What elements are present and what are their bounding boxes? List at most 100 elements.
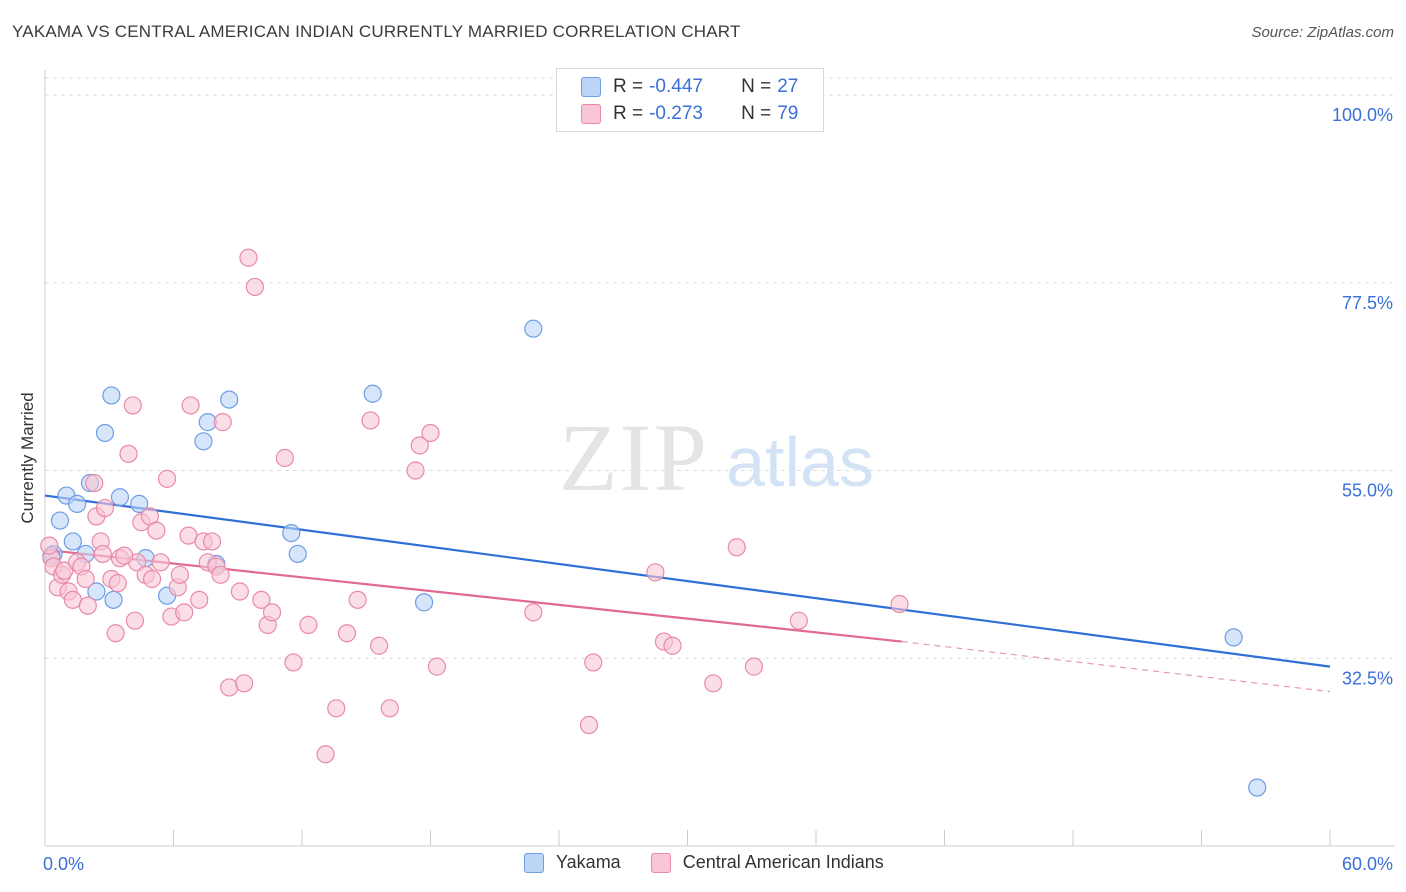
central-american-indians-point (579, 715, 599, 735)
yakama-point (104, 590, 123, 609)
yakama-point (50, 511, 70, 530)
legend-row-central-american-indians: R = -0.273 N = 79 (581, 102, 798, 126)
central-american-indians-point (202, 532, 222, 551)
yakama-point (63, 532, 82, 551)
yakama-point (288, 544, 307, 564)
central-american-indians-point (584, 653, 603, 672)
central-american-indians-point (524, 603, 543, 622)
yakama-point (414, 593, 434, 612)
legend-r-label: R = (613, 103, 644, 124)
x-tick-label-max: 60.0% (1342, 854, 1393, 874)
legend-n-value-yakama: 27 (777, 76, 799, 97)
central-american-indians-point (95, 498, 115, 518)
central-american-indians-point (361, 411, 380, 430)
series-legend-central-american-indians[interactable]: Central American Indians (650, 852, 884, 873)
central-american-indians-point (704, 674, 723, 693)
yakama-point (130, 494, 149, 513)
central-american-indians-trend-extension (901, 640, 1331, 693)
central-american-indians-point (106, 624, 125, 643)
yakama-point (363, 384, 382, 403)
legend-n-label: N = (741, 103, 772, 124)
series-name-yakama: Yakama (556, 852, 621, 872)
central-american-indians-point (427, 657, 447, 676)
central-american-indians-point (252, 590, 271, 609)
central-american-indians-point (78, 596, 97, 615)
trend-lines (44, 494, 1331, 693)
legend-swatch-yakama (581, 77, 601, 97)
central-american-indians-point (890, 594, 909, 614)
central-american-indians-point (211, 565, 230, 584)
yakama-point (110, 488, 130, 507)
central-american-indians-point (316, 745, 335, 764)
central-american-indians-point (115, 546, 134, 565)
central-american-indians-point (235, 674, 254, 693)
yakama-point (194, 432, 213, 451)
yakama-point (102, 386, 121, 405)
central-american-indians-point (181, 396, 200, 415)
central-american-indians-point (275, 448, 294, 468)
watermark-zip: ZIP (559, 404, 709, 511)
central-american-indians-point (410, 436, 429, 455)
yakama-point (87, 582, 106, 601)
central-american-indians-point (646, 563, 665, 582)
chart-title: YAKAMA VS CENTRAL AMERICAN INDIAN CURREN… (12, 22, 741, 41)
legend-swatch-central-american-indians (581, 104, 601, 124)
central-american-indians-point (157, 469, 177, 488)
central-american-indians-point (175, 603, 194, 622)
y-tick-label: 100.0% (1332, 105, 1393, 125)
central-american-indians-point (744, 657, 763, 676)
y-tick-label: 55.0% (1342, 481, 1393, 501)
y-tick-label: 32.5% (1342, 668, 1393, 688)
central-american-indians-point (151, 553, 170, 572)
central-american-indians-point (663, 636, 682, 655)
watermark-atlas: atlas (726, 423, 874, 501)
y-axis-label: Currently Married (18, 392, 37, 524)
axes (44, 70, 1395, 847)
central-american-indians-point (406, 461, 425, 480)
central-american-indians-point (108, 574, 127, 593)
central-american-indians-point (370, 636, 389, 655)
central-american-indians-point (125, 611, 145, 630)
series-legend: Yakama Central American Indians (524, 852, 914, 873)
yakama-point (282, 523, 301, 543)
central-american-indians-point (40, 536, 59, 555)
source-credit: Source: ZipAtlas.com (1251, 24, 1394, 41)
central-american-indians-point (789, 611, 808, 630)
series-swatch-central-american-indians (650, 852, 671, 873)
series-legend-yakama[interactable]: Yakama (524, 852, 621, 873)
central-american-indians-point (93, 544, 112, 564)
central-american-indians-point (299, 615, 318, 634)
legend-n-value-central-american-indians: 79 (777, 103, 799, 124)
central-american-indians-point (147, 521, 166, 540)
central-american-indians-trend-line (44, 548, 902, 643)
tick-labels: 32.5% 55.0% 77.5% 100.0% 0.0% 60.0% (43, 105, 1393, 874)
watermark: ZIP atlas (559, 404, 874, 511)
central-american-indians-point (380, 699, 399, 718)
legend-r-value-yakama: -0.447 (649, 76, 703, 97)
central-american-indians-point (337, 624, 357, 643)
series-swatch-yakama (524, 852, 544, 873)
y-tick-label: 77.5% (1342, 293, 1393, 313)
yakama-point (68, 494, 87, 513)
central-american-indians-point (327, 699, 346, 718)
central-american-indians-point (170, 565, 190, 584)
x-tick-label-min: 0.0% (43, 854, 84, 874)
central-american-indians-point (55, 561, 74, 580)
central-american-indians-point (262, 603, 282, 622)
central-american-indians-point (421, 423, 440, 443)
yakama-point (1248, 778, 1267, 797)
yakama-point (95, 423, 115, 443)
central-american-indians-point (190, 590, 209, 609)
central-american-indians-point (230, 582, 249, 601)
central-american-indians-point (220, 678, 239, 697)
central-american-indians-point (213, 413, 232, 432)
yakama-point (1224, 628, 1243, 647)
central-american-indians-point (239, 248, 258, 267)
central-american-indians-point (727, 538, 746, 557)
central-american-indians-point (142, 569, 162, 589)
yakama-trend-line (44, 494, 1331, 668)
correlation-legend: R = -0.447 N = 27 R = -0.273 N = 79 (556, 68, 824, 132)
yakama-point (220, 390, 239, 409)
legend-r-value-central-american-indians: -0.273 (649, 103, 703, 124)
